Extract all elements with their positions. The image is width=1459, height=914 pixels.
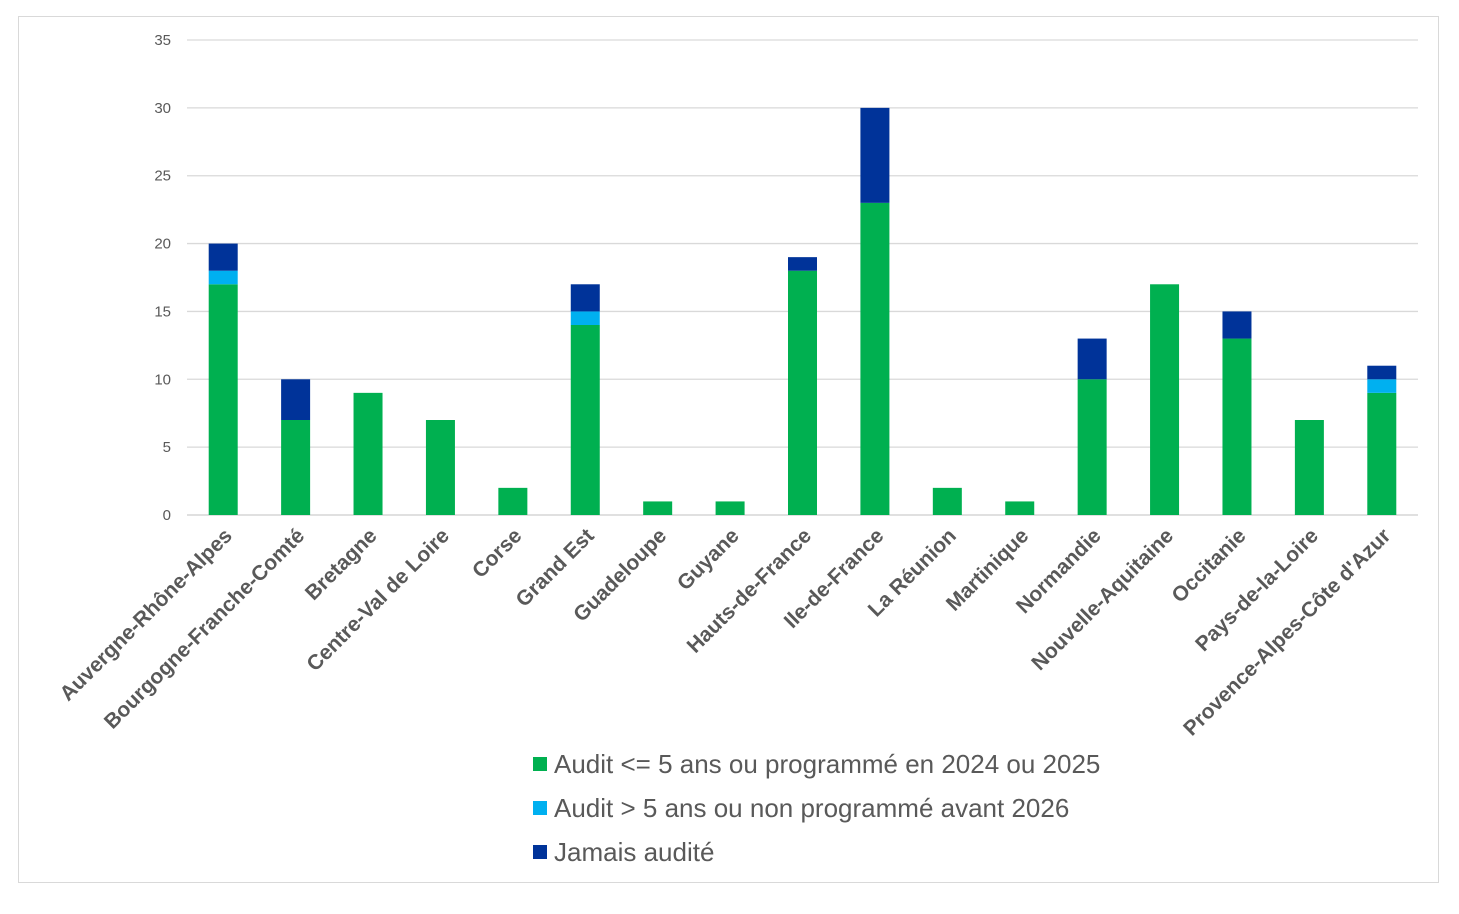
bar-segment-series-0	[715, 501, 745, 515]
x-category-label: Pays-de-la-Loire	[1191, 524, 1323, 656]
y-tick-label: 20	[154, 236, 171, 253]
y-tick-label: 0	[163, 507, 171, 524]
bar-segment-series-0	[788, 270, 817, 515]
bar-segment-series-2	[788, 257, 817, 271]
bar-segment-series-0	[425, 420, 455, 515]
bar-segment-series-0	[498, 487, 528, 515]
bar-segment-series-0	[1005, 501, 1035, 515]
legend-swatch-2	[533, 845, 547, 859]
y-tick-label: 10	[154, 371, 171, 388]
bar-segment-series-0	[570, 325, 600, 515]
x-category-label: Nouvelle-Aquitaine	[1027, 524, 1178, 675]
legend-label-1: Audit > 5 ans ou non programmé avant 202…	[554, 792, 1070, 823]
legend: Audit <= 5 ans ou programmé en 2024 ou 2…	[533, 742, 1100, 874]
chart-frame	[18, 16, 1439, 883]
bar-segment-series-0	[208, 284, 238, 515]
bar-segment-series-2	[1367, 365, 1397, 380]
bar-segment-series-0	[353, 392, 383, 515]
bar-segment-series-2	[1077, 338, 1107, 380]
y-axis-ticks: 0 5 10 15 20 25 30 35	[154, 32, 171, 524]
y-tick-label: 5	[163, 439, 171, 456]
bar-segment-series-2	[860, 107, 890, 203]
bar-segment-series-1	[1367, 379, 1397, 393]
bar-segment-series-0	[1077, 379, 1107, 515]
y-tick-label: 30	[154, 100, 171, 117]
bar-segment-series-0	[1294, 420, 1324, 515]
x-axis-categories: Auvergne-Rhône-AlpesBourgogne-Franche-Co…	[55, 524, 1395, 740]
bar-segment-series-2	[570, 284, 600, 312]
legend-item-2: Jamais audité	[533, 830, 1100, 874]
legend-label-2: Jamais audité	[554, 836, 715, 867]
bar-segment-series-1	[570, 311, 600, 325]
bar-segment-series-2	[281, 379, 311, 420]
bar-segment-series-1	[208, 270, 238, 285]
y-tick-label: 25	[154, 168, 171, 185]
legend-item-0: Audit <= 5 ans ou programmé en 2024 ou 2…	[533, 742, 1100, 786]
bar-segment-series-2	[208, 243, 238, 271]
y-tick-label: 15	[154, 303, 171, 320]
bar-segment-series-0	[1222, 338, 1252, 515]
bar-segment-series-0	[860, 202, 890, 515]
x-category-label: Corse	[468, 524, 526, 582]
bar-segment-series-0	[932, 487, 962, 515]
legend-label-0: Audit <= 5 ans ou programmé en 2024 ou 2…	[554, 748, 1101, 779]
bar-segment-series-0	[281, 420, 311, 515]
x-category-label: Hauts-de-France	[683, 524, 816, 657]
bars	[208, 107, 1397, 515]
legend-swatch-0	[533, 757, 547, 771]
y-tick-label: 35	[154, 32, 171, 49]
legend-item-1: Audit > 5 ans ou non programmé avant 202…	[533, 786, 1100, 830]
bar-segment-series-0	[1367, 392, 1397, 515]
bar-segment-series-0	[643, 501, 673, 515]
bar-segment-series-0	[1150, 284, 1180, 515]
x-category-label: Guyane	[673, 524, 744, 595]
legend-swatch-1	[533, 801, 547, 815]
x-category-label: Centre-Val de Loire	[302, 524, 454, 676]
bar-segment-series-2	[1222, 311, 1252, 339]
